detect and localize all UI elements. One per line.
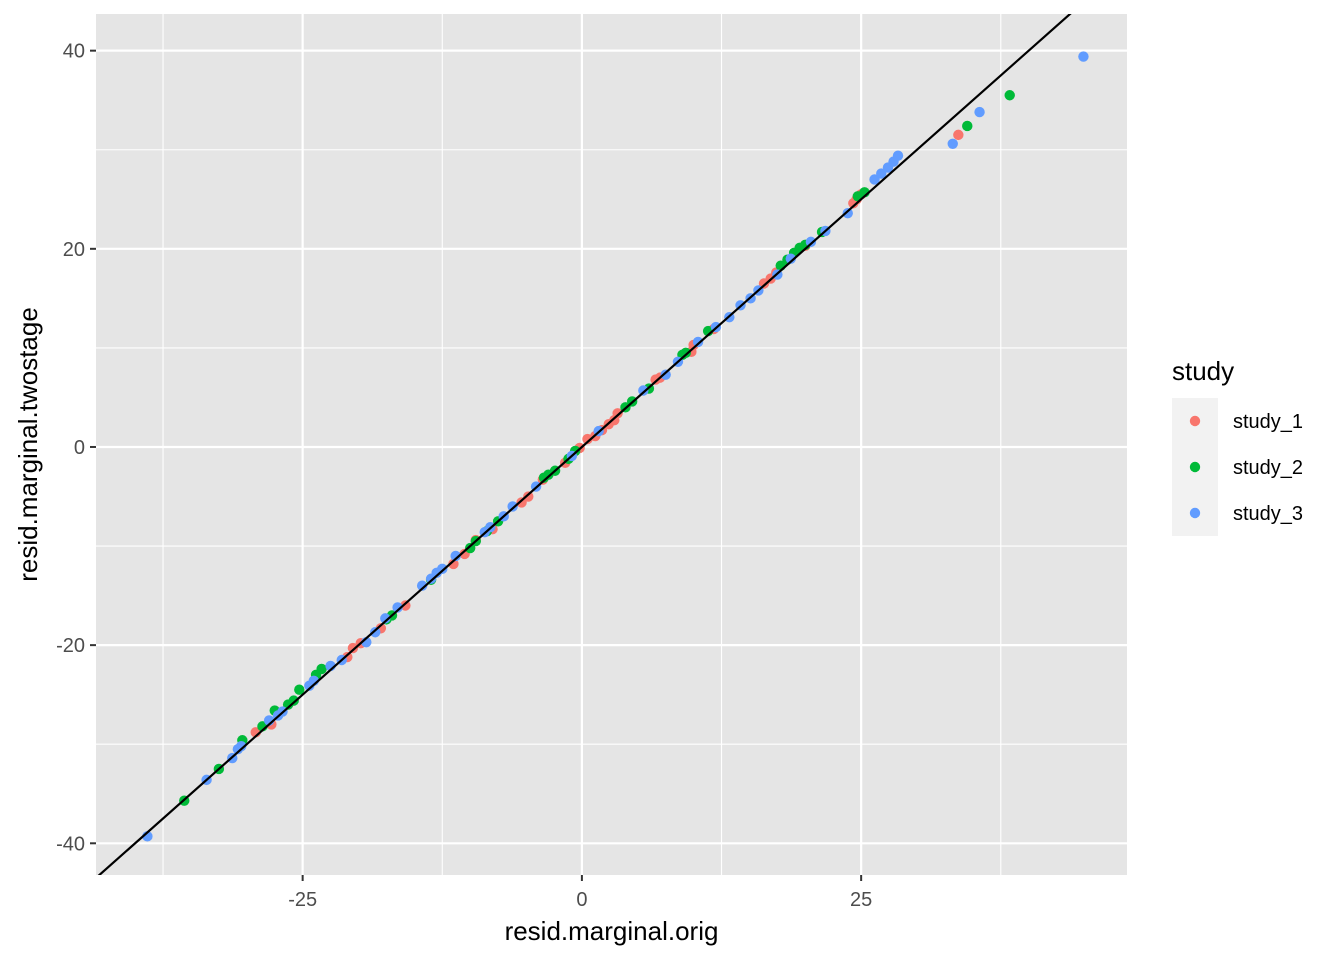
point-study_1 (516, 497, 527, 508)
legend-entries: study_1 study_2 study_3 (1189, 411, 1303, 525)
reference-line (97, 14, 1072, 875)
legend-label-study_2: study_2 (1233, 457, 1303, 479)
point-study_2 (1004, 90, 1015, 101)
point-study_3 (660, 369, 671, 380)
point-study_2 (464, 542, 476, 554)
point-study_3 (638, 385, 649, 396)
x-axis-title: resid.marginal.orig (505, 916, 719, 946)
point-study_1 (582, 433, 593, 445)
point-study_3 (437, 563, 448, 575)
x-tick-label: 0 (576, 889, 587, 911)
reference-line-overlay (97, 14, 1072, 875)
x-tick-label: 25 (850, 889, 872, 911)
panel-background (96, 14, 1127, 875)
point-study_3 (876, 168, 887, 179)
point-study_3 (392, 602, 403, 613)
point-study_1 (400, 600, 411, 611)
point-study_3 (450, 550, 461, 562)
point-study_3 (892, 150, 904, 161)
y-tick-label: 0 (74, 437, 85, 459)
y-axis: -40 -20 0 20 40 (56, 41, 96, 855)
point-study_2 (294, 684, 305, 695)
point-study_3 (692, 336, 704, 348)
y-tick-label: -20 (56, 635, 85, 657)
point-study_3 (842, 207, 853, 219)
point-study_3 (805, 236, 817, 248)
point-study_2 (288, 695, 299, 706)
legend-swatch-study_3 (1189, 507, 1201, 519)
x-tick-label: -25 (288, 889, 317, 911)
legend-swatch-study_2 (1189, 461, 1201, 473)
legend-title: study (1172, 356, 1234, 386)
point-study_1 (523, 491, 534, 502)
point-study_3 (507, 501, 518, 512)
minor-grid-lines (96, 14, 1127, 875)
point-study_2 (962, 120, 973, 132)
legend: study study_1 study_2 study_3 (1172, 356, 1303, 536)
point-study_3 (869, 174, 880, 185)
y-tick-label: 40 (63, 41, 85, 63)
y-axis-title: resid.marginal.twostage (13, 307, 43, 582)
point-study_2 (680, 347, 691, 359)
point-study_3 (1078, 51, 1089, 62)
point-study_1 (347, 642, 359, 654)
point-study_3 (370, 627, 381, 638)
x-axis: -25 0 25 (288, 875, 872, 911)
point-study_3 (974, 106, 985, 118)
y-tick-label: -40 (56, 833, 85, 855)
point-study_3 (380, 613, 391, 624)
point-study_3 (785, 253, 796, 264)
legend-swatch-study_1 (1189, 415, 1201, 427)
y-tick-label: 20 (63, 239, 85, 261)
legend-label-study_3: study_3 (1233, 503, 1303, 525)
legend-label-study_1: study_1 (1233, 411, 1303, 433)
point-study_2 (316, 663, 327, 675)
point-study_1 (953, 129, 964, 141)
point-study_1 (448, 558, 459, 570)
point-study_3 (236, 740, 247, 752)
point-study_3 (947, 138, 958, 149)
point-study_1 (612, 408, 623, 419)
point-study_3 (416, 580, 428, 591)
plot-panel (96, 14, 1127, 875)
